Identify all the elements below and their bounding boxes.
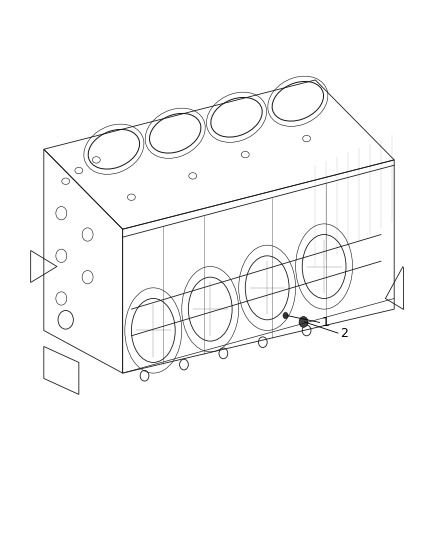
Circle shape [299, 317, 308, 327]
Text: 1: 1 [322, 316, 330, 329]
Circle shape [283, 312, 288, 319]
Text: 2: 2 [340, 327, 348, 340]
